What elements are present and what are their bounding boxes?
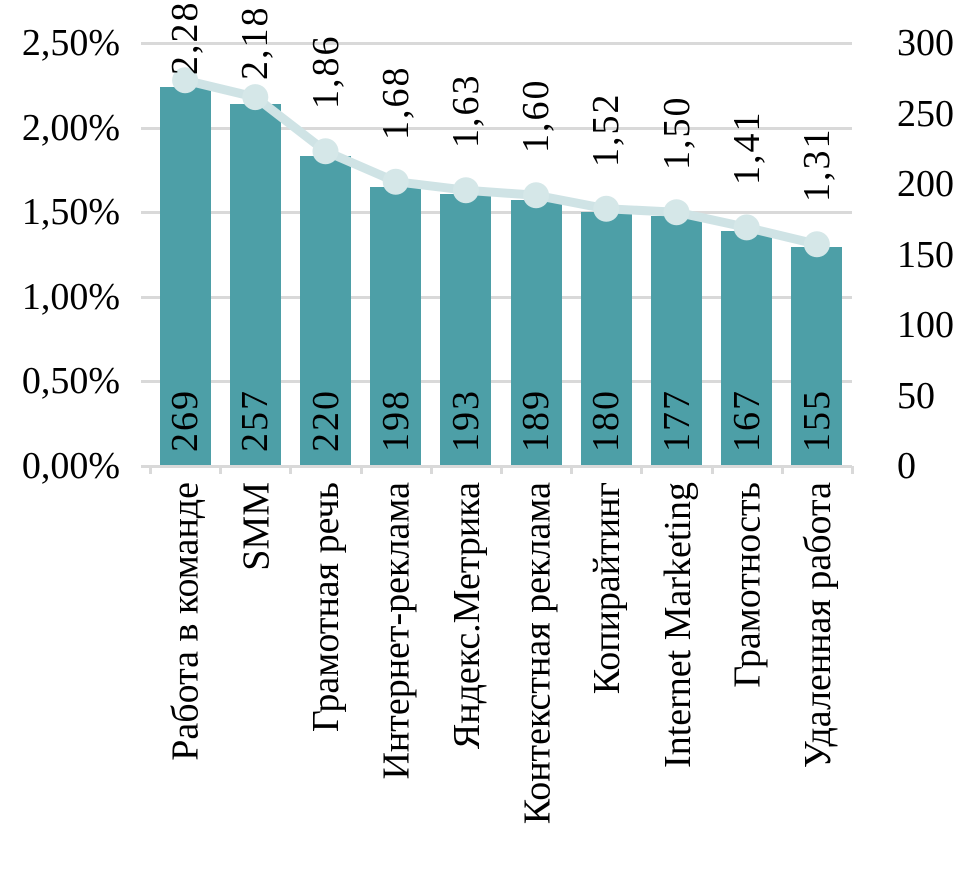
gridline [150, 42, 852, 45]
bar [791, 247, 843, 466]
left-axis-tick [141, 380, 150, 384]
right-axis-tick-label: 100 [897, 304, 954, 346]
bottom-axis-tick [851, 466, 854, 474]
left-axis-tick [141, 211, 150, 215]
line-value-label: 2,28 [164, 0, 207, 76]
right-axis-tick-label: 300 [897, 22, 954, 64]
category-label: Удаленная работа [796, 482, 839, 769]
right-axis-tick-label: 250 [897, 92, 954, 135]
gridline [150, 126, 852, 130]
left-axis-tick-label: 1,00% [21, 275, 120, 318]
line-value-label: 1,68 [374, 65, 417, 140]
line-marker [242, 84, 269, 111]
bar [510, 199, 562, 466]
line-marker [733, 214, 760, 241]
bottom-axis-tick [780, 466, 784, 474]
left-axis-tick-label: 2,50% [21, 22, 120, 64]
line-value-label: 1,31 [795, 127, 838, 203]
bar [300, 155, 351, 466]
bottom-axis-tick [500, 466, 503, 474]
right-axis-tick-label: 50 [897, 374, 935, 417]
bar-value-label: 177 [655, 389, 698, 452]
trend-line [180, 75, 822, 249]
right-axis-tick-label: 200 [897, 163, 954, 205]
line-value-label: 1,60 [515, 78, 558, 154]
category-label: Internet Marketing [656, 482, 699, 768]
category-label: Грамотная речь [305, 482, 348, 733]
bar [721, 230, 773, 466]
left-axis-tick-label: 0,50% [21, 360, 120, 403]
bar [229, 103, 281, 466]
line-value-label: 1,52 [585, 92, 628, 167]
category-label: Работа в команде [165, 482, 208, 761]
category-label: Копирайтинг [586, 482, 629, 695]
line-marker [312, 138, 339, 165]
bottom-axis-tick [429, 466, 433, 474]
left-axis-tick [141, 126, 150, 130]
bottom-axis-tick [289, 466, 293, 474]
bar-value-label: 220 [304, 389, 347, 452]
bottom-axis-tick [359, 466, 363, 474]
line-marker [452, 177, 479, 204]
bar-value-label: 189 [515, 389, 558, 452]
bar [159, 86, 211, 466]
bottom-axis-tick [640, 466, 644, 474]
line-marker [523, 182, 550, 209]
bar-value-label: 269 [164, 389, 207, 452]
line-value-label: 1,86 [304, 34, 347, 110]
left-axis-tick-label: 1,50% [21, 191, 120, 234]
line-marker [172, 67, 199, 94]
bar [580, 212, 632, 466]
left-axis-tick-label: 0,00% [21, 445, 120, 487]
left-axis-tick [141, 465, 150, 468]
line-value-label: 1,50 [655, 95, 698, 171]
category-label: Грамотность [726, 482, 769, 688]
bar [651, 216, 702, 466]
left-axis-tick [141, 42, 150, 45]
line-value-label: 1,41 [725, 110, 768, 186]
bar [440, 193, 492, 466]
bar-value-label: 155 [795, 389, 838, 452]
bottom-axis-tick [219, 466, 223, 474]
right-axis-tick-label: 0 [897, 445, 916, 487]
left-axis-tick-label: 2,00% [21, 106, 120, 149]
line-marker [663, 199, 690, 226]
line-value-label: 2,18 [234, 5, 277, 81]
line-marker [382, 168, 409, 195]
line-marker [803, 231, 830, 258]
trend-line-svg [172, 67, 830, 258]
right-axis-tick-label: 150 [897, 233, 954, 276]
category-label: SMM [235, 482, 278, 571]
bar-value-label: 180 [585, 389, 628, 452]
bar-value-label: 193 [444, 389, 487, 452]
bar-value-label: 198 [374, 389, 417, 452]
category-label: Яндекс.Метрика [445, 482, 488, 750]
gridline [150, 295, 852, 299]
gridline [150, 380, 852, 384]
bar-value-label: 167 [725, 389, 768, 452]
category-label: Контекстная реклама [516, 482, 559, 825]
bar [370, 186, 422, 466]
gridline [150, 211, 852, 215]
left-axis-tick [141, 295, 150, 299]
category-label: Интернет-реклама [375, 482, 418, 780]
bar-value-label: 257 [234, 389, 277, 452]
bottom-axis-tick [710, 466, 714, 474]
bottom-axis-tick [149, 466, 152, 474]
line-value-label: 1,63 [444, 73, 487, 149]
bottom-axis-tick [570, 466, 574, 474]
line-marker [593, 195, 620, 222]
